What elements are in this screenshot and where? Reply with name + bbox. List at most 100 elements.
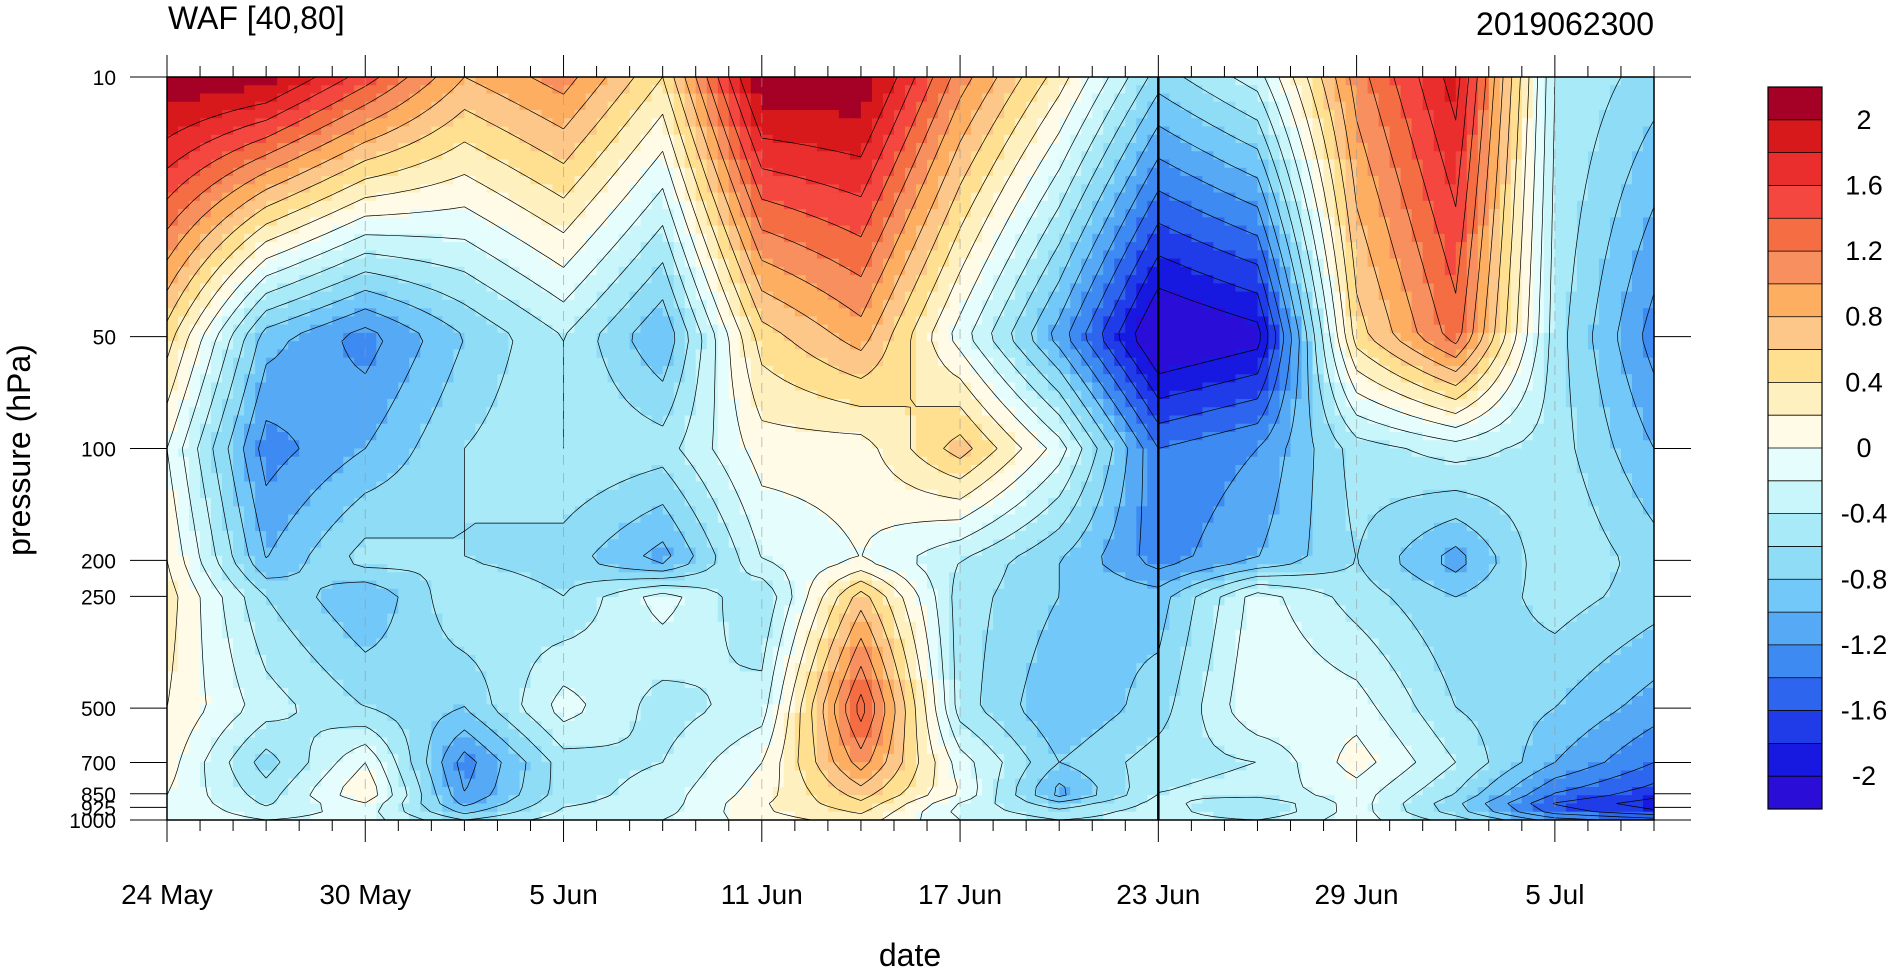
heatmap-cell	[1532, 374, 1545, 384]
heatmap-cell	[519, 217, 532, 227]
heatmap-cell	[904, 299, 917, 309]
heatmap-cell	[1257, 167, 1270, 177]
heatmap-cell	[1290, 118, 1303, 128]
heatmap-cell	[332, 101, 344, 111]
heatmap-cell	[794, 159, 807, 169]
heatmap-cell	[916, 93, 928, 103]
heatmap-cell	[332, 167, 344, 177]
heatmap-cell	[1191, 283, 1203, 293]
heatmap-cell	[387, 151, 399, 161]
heatmap-cell	[750, 209, 763, 218]
heatmap-cell	[772, 118, 785, 128]
heatmap-cell	[938, 291, 950, 301]
heatmap-cell	[1521, 217, 1534, 227]
heatmap-cell	[728, 184, 741, 194]
heatmap-cell	[1136, 134, 1148, 144]
heatmap-cell	[1378, 357, 1391, 367]
heatmap-cell	[1565, 316, 1578, 326]
heatmap-cell	[1554, 200, 1567, 210]
heatmap-cell	[508, 167, 521, 177]
heatmap-cell	[860, 159, 873, 169]
heatmap-cell	[1488, 266, 1501, 276]
heatmap-cell	[1070, 192, 1082, 202]
heatmap-cell	[904, 324, 917, 334]
heatmap-cell	[310, 159, 322, 169]
heatmap-cell	[1037, 217, 1049, 227]
heatmap-cell	[982, 291, 994, 301]
heatmap-cell	[596, 200, 609, 210]
heatmap-cell	[222, 341, 234, 351]
heatmap-cell	[1136, 324, 1148, 334]
heatmap-cell	[541, 176, 554, 185]
heatmap-cell	[982, 225, 994, 235]
heatmap-cell	[1554, 151, 1567, 161]
heatmap-cell	[1378, 159, 1391, 169]
heatmap-cell	[475, 200, 488, 210]
heatmap-cell	[1576, 209, 1589, 218]
heatmap-cell	[816, 77, 829, 86]
heatmap-cell	[783, 101, 796, 111]
heatmap-cell	[1620, 200, 1633, 210]
heatmap-cell	[211, 176, 223, 185]
heatmap-cell	[1532, 291, 1545, 301]
heatmap-cell	[684, 233, 697, 243]
heatmap-cell	[949, 77, 961, 86]
heatmap-cell	[750, 101, 763, 111]
heatmap-cell	[585, 250, 598, 260]
heatmap-cell	[916, 85, 928, 95]
heatmap-cell	[596, 176, 609, 185]
heatmap-cell	[960, 184, 972, 194]
heatmap-cell	[750, 357, 763, 367]
heatmap-cell	[827, 349, 840, 359]
heatmap-cell	[1070, 291, 1082, 301]
heatmap-cell	[827, 85, 840, 95]
heatmap-cell	[1268, 266, 1281, 276]
heatmap-cell	[816, 101, 829, 111]
heatmap-cell	[1400, 365, 1413, 375]
heatmap-cell	[596, 85, 609, 95]
heatmap-cell	[607, 349, 620, 359]
heatmap-cell	[684, 299, 697, 309]
heatmap-cell	[1554, 143, 1567, 152]
heatmap-cell	[938, 341, 950, 351]
heatmap-cell	[541, 316, 554, 326]
heatmap-cell	[1048, 324, 1060, 334]
heatmap-cell	[1345, 151, 1358, 161]
heatmap-cell	[860, 225, 873, 235]
heatmap-cell	[772, 365, 785, 375]
heatmap-cell	[1323, 192, 1336, 202]
heatmap-cell	[728, 299, 741, 309]
heatmap-cell	[453, 217, 465, 227]
heatmap-cell	[1356, 192, 1369, 202]
heatmap-cell	[1312, 275, 1325, 284]
heatmap-cell	[684, 250, 697, 260]
heatmap-cell	[365, 118, 377, 128]
heatmap-cell	[1532, 308, 1545, 318]
heatmap-cell	[1114, 242, 1126, 251]
heatmap-cell	[420, 126, 432, 136]
heatmap-cell	[310, 250, 322, 260]
heatmap-cell	[398, 357, 410, 367]
heatmap-cell	[860, 101, 873, 111]
heatmap-cell	[882, 192, 895, 202]
heatmap-cell	[596, 357, 609, 367]
heatmap-cell	[574, 101, 587, 111]
heatmap-cell	[1037, 365, 1049, 375]
heatmap-cell	[178, 266, 190, 276]
heatmap-cell	[794, 101, 807, 111]
heatmap-cell	[739, 101, 752, 111]
heatmap-cell	[1345, 126, 1358, 136]
heatmap-cell	[827, 283, 840, 293]
heatmap-cell	[783, 143, 796, 152]
heatmap-cell	[783, 324, 796, 334]
heatmap-cell	[816, 176, 829, 185]
heatmap-cell	[552, 93, 565, 103]
heatmap-cell	[938, 308, 950, 318]
heatmap-cell	[1532, 200, 1545, 210]
heatmap-cell	[1543, 365, 1556, 375]
heatmap-cell	[618, 209, 631, 218]
heatmap-cell	[288, 233, 300, 243]
heatmap-cell	[1004, 118, 1016, 128]
heatmap-cell	[398, 167, 410, 177]
heatmap-cell	[321, 110, 333, 119]
